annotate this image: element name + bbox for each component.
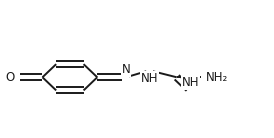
Text: NH: NH xyxy=(141,72,158,85)
Text: NH: NH xyxy=(182,76,199,89)
Text: NH₂: NH₂ xyxy=(206,71,228,84)
Text: N: N xyxy=(122,63,130,76)
Text: O: O xyxy=(6,71,15,84)
